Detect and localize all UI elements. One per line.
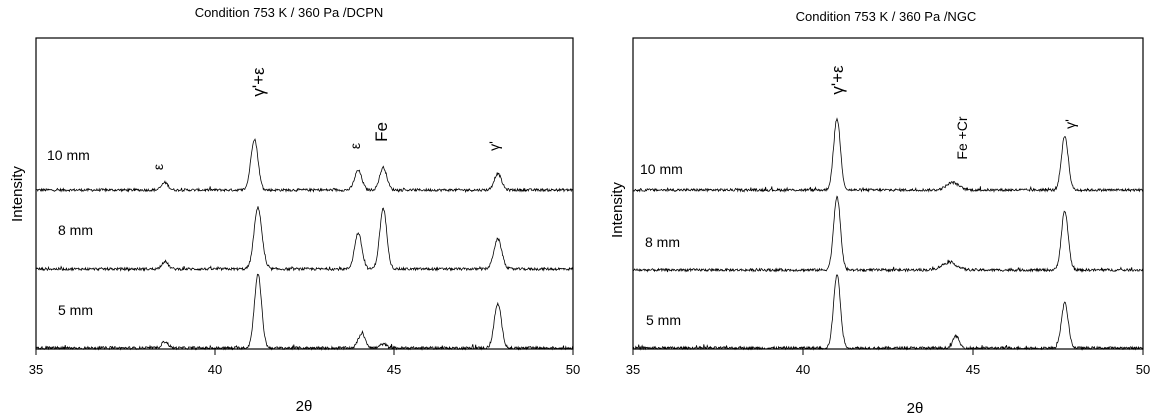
spectra-traces (35, 117, 1144, 351)
x-axis-label: 2θ (907, 400, 924, 417)
chart-title: Condition 753 K / 360 Pa /NGC (796, 9, 977, 24)
x-tick-label: 40 (796, 362, 810, 377)
x-tick-label: 50 (1136, 362, 1150, 377)
plot-frame (35, 37, 574, 350)
x-tick-label: 45 (387, 362, 401, 377)
trace-label: 8 mm (645, 234, 680, 250)
x-tick-label: 35 (29, 362, 43, 377)
spectrum-trace-8-mm (35, 206, 574, 272)
y-axis-label: Intensity (9, 166, 26, 222)
peak-annotation: Fe (372, 122, 391, 142)
trace-label: 10 mm (47, 147, 90, 163)
plot-frame (632, 37, 1144, 350)
x-axis-label: 2θ (296, 398, 313, 415)
panel-traces (35, 138, 574, 351)
panel-traces (632, 117, 1144, 351)
peak-annotation: ε (347, 143, 363, 149)
trace-label: 5 mm (58, 302, 93, 318)
trace-label: 5 mm (646, 312, 681, 328)
chart-panel-dcpn: Condition 753 K / 360 Pa /DCPN Intensity… (9, 5, 580, 415)
chart-title: Condition 753 K / 360 Pa /DCPN (195, 5, 384, 20)
spectrum-trace-8-mm (632, 195, 1144, 273)
spectrum-trace-5-mm (35, 273, 574, 351)
peak-annotation: Fe +Cr (954, 116, 970, 160)
trace-label: 10 mm (640, 161, 683, 177)
chart-panel-ngc: Condition 753 K / 360 Pa /NGC Intensity … (609, 9, 1150, 417)
trace-label: 8 mm (58, 222, 93, 238)
y-axis-label: Intensity (609, 182, 626, 238)
x-tick-label: 45 (966, 362, 980, 377)
spectrum-trace-5-mm (632, 274, 1144, 351)
peak-annotation: γ'+ε (828, 65, 847, 95)
x-tick-label: 35 (626, 362, 640, 377)
peak-annotation: γ' (486, 141, 502, 151)
peak-annotation: ε (150, 164, 166, 170)
spectrum-trace-10-mm (35, 138, 574, 193)
x-tick-label: 40 (208, 362, 222, 377)
peak-annotation: γ'+ε (249, 67, 268, 97)
x-tick-label: 50 (566, 362, 580, 377)
spectrum-trace-10-mm (632, 117, 1144, 193)
peak-annotation: γ' (1062, 119, 1078, 129)
